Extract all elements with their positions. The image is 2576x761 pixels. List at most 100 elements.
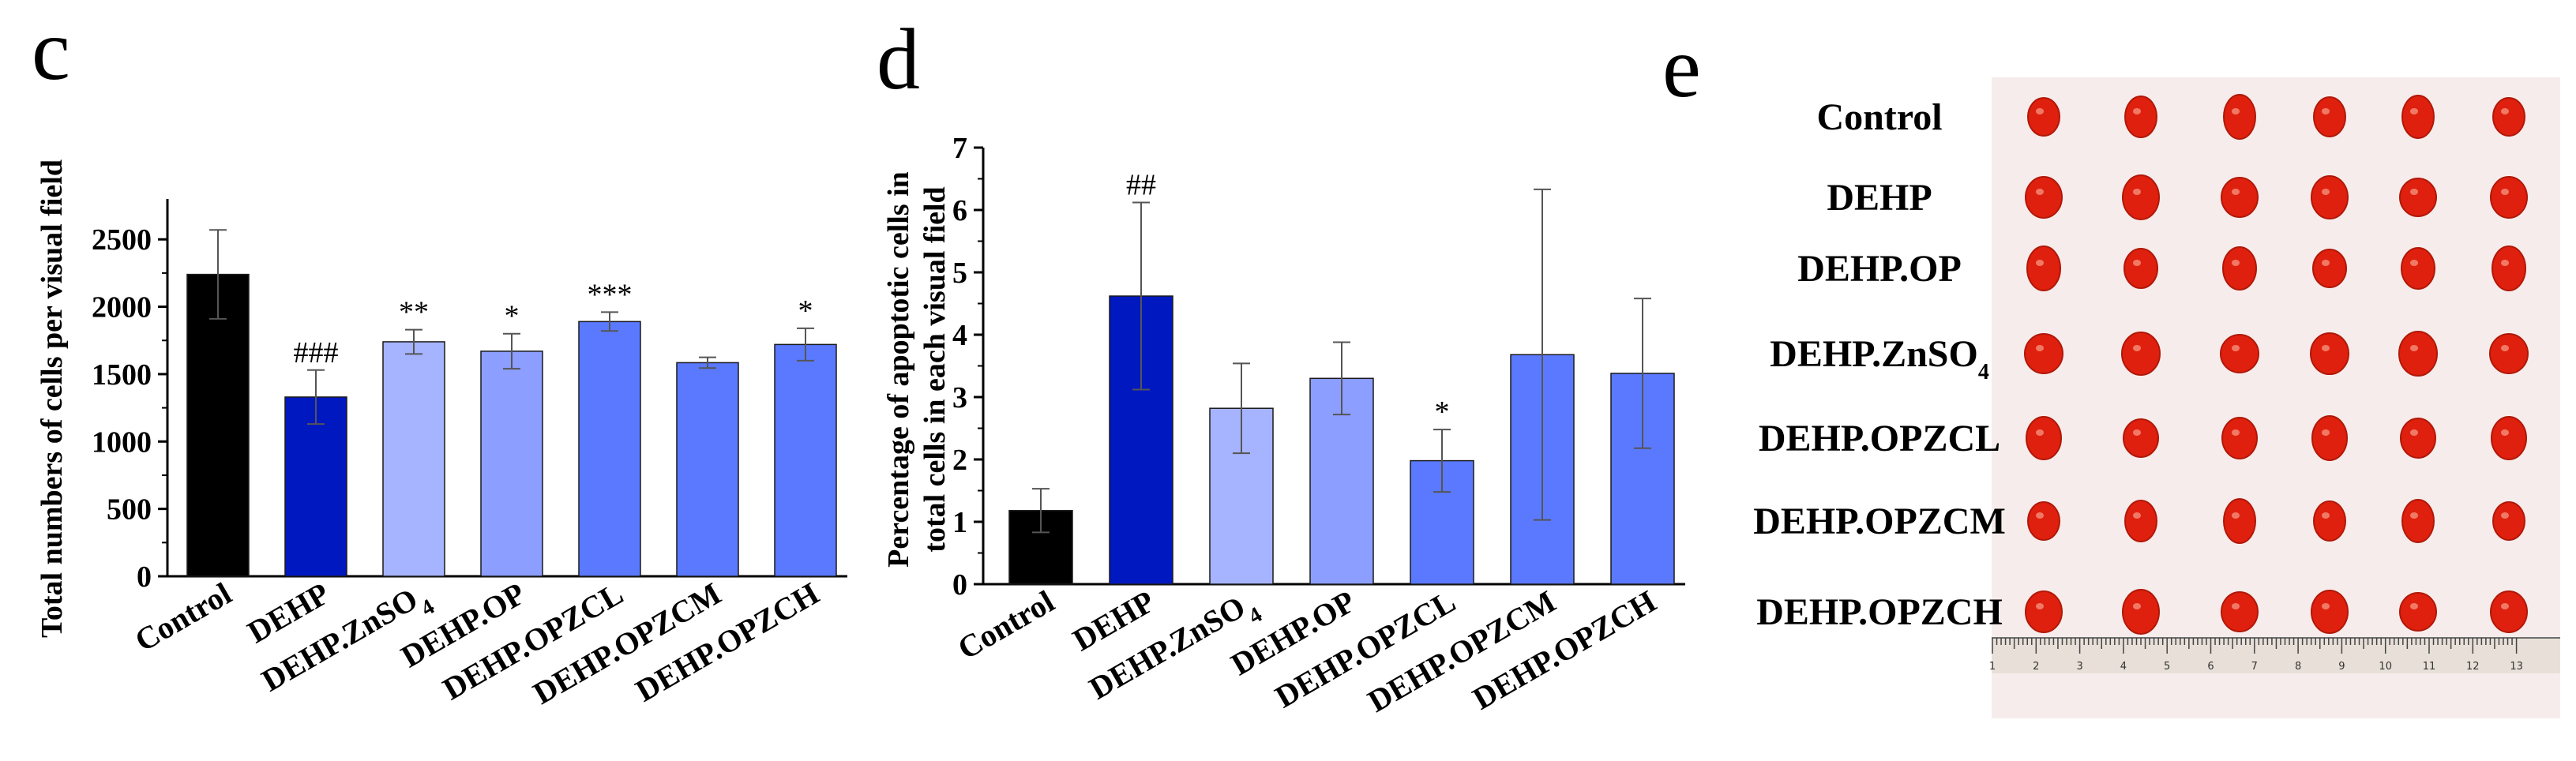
c-y-axis-label: Total numbers of cells per visual field [36,159,69,638]
organ-highlight [2036,108,2044,114]
panel-letter-d: d [877,11,920,107]
organ-sample [2490,590,2528,633]
organ-highlight [2133,603,2141,609]
c-ytick-label: 1500 [92,358,152,392]
organ-sample [2400,418,2436,459]
organ-highlight [2410,108,2418,114]
organ-sample [2490,176,2528,219]
organ-highlight [2133,512,2141,519]
organ-highlight [2410,260,2418,266]
organ-highlight [2322,260,2330,266]
c-ytick-label: 2500 [92,223,152,257]
d-significance-dehp-opzcl: * [1435,395,1450,429]
d-ytick-label: 4 [952,319,967,352]
organ-sample [2223,94,2256,140]
organ-highlight [2322,108,2330,114]
organ-highlight [2232,429,2240,436]
d-ytick-label: 2 [952,444,967,477]
chart-panel-d: 01234567Control##DEHPDEHP.ZnSO4DEHP.OP*D… [882,132,1685,719]
organ-highlight [2501,429,2509,436]
organ-sample [2124,248,2158,289]
photo-row-label-dehp-znso4: DEHP.ZnSO4 [1770,333,1989,384]
ruler-number: 12 [2466,661,2480,673]
organ-highlight [2501,603,2509,609]
photo-row-label-control: Control [1816,96,1942,138]
chart-panel-c: 05001000150020002500Control###DEHP**DEHP… [36,159,847,711]
organ-highlight [2133,429,2141,436]
ruler-number: 11 [2423,661,2436,673]
organ-sample [2026,416,2062,460]
organ-highlight [2232,512,2240,519]
organ-highlight [2501,189,2509,195]
organ-sample [2492,246,2526,291]
organ-sample [2122,589,2160,635]
ruler-number: 8 [2295,661,2301,673]
organ-sample [2398,331,2438,377]
organ-highlight [2322,512,2330,519]
d-ytick-label: 0 [952,568,967,602]
organ-highlight [2133,108,2141,114]
organ-highlight [2036,260,2044,266]
d-ytick-label: 3 [952,381,967,414]
organ-highlight [2501,260,2509,266]
c-bar-dehp-opzcl [578,321,641,577]
organ-sample [2124,500,2157,542]
organ-highlight [2133,260,2141,266]
ruler-number: 4 [2120,661,2127,673]
ruler-number: 1 [1989,661,1996,673]
ruler-number: 9 [2338,661,2345,673]
organ-sample [2399,178,2437,217]
c-bar-control [186,273,250,577]
organ-highlight [2036,512,2044,519]
c-significance-dehp: ### [294,336,339,369]
organ-sample [2492,97,2525,137]
ruler-number: 2 [2033,661,2039,673]
organ-sample [2492,501,2525,541]
organ-highlight [2036,429,2044,436]
c-ytick-label: 0 [137,560,152,594]
organ-sample [2026,246,2061,291]
photo-row-label-dehp-opzcm: DEHP.OPZCM [1753,500,2006,542]
organ-sample [2313,500,2346,542]
organ-highlight [2322,603,2330,609]
organ-highlight [2410,345,2418,351]
c-bar-dehp-znso4 [382,341,445,577]
organ-highlight [2501,108,2509,114]
organ-sample [2222,246,2257,291]
organ-sample [2311,175,2349,219]
organ-sample [2124,96,2157,138]
ruler-number: 10 [2379,661,2392,673]
organ-sample [2310,332,2349,375]
organ-sample [2401,247,2435,290]
photo-row-label-dehp-opzcl: DEHP.OPZCL [1759,418,2000,459]
organ-highlight [2410,603,2418,609]
d-significance-dehp: ## [1126,169,1156,202]
organ-highlight [2410,429,2418,436]
organ-sample [2401,95,2435,139]
c-significance-dehp-op: * [505,300,520,333]
organ-sample [2312,249,2347,288]
organ-highlight [2036,345,2044,351]
organ-sample [2311,415,2348,461]
d-ytick-label: 5 [952,257,967,290]
organ-highlight [2501,512,2509,519]
organ-highlight [2322,189,2330,195]
organ-sample [2027,97,2060,137]
ruler-number: 5 [2164,661,2170,673]
organ-photo-background [1992,77,2560,718]
organ-sample [2027,501,2060,541]
organ-sample [2220,334,2259,373]
d-y-axis-label-line1: Percentage of apoptotic cells in [882,171,915,568]
organ-highlight [2036,603,2044,609]
photo-row-label-dehp-op: DEHP.OP [1797,248,1962,290]
organ-sample [2491,416,2527,460]
organ-sample [2401,499,2435,543]
organ-highlight [2410,189,2418,195]
panel-letter-e: e [1662,19,1701,115]
organ-highlight [2232,603,2240,609]
organ-highlight [2232,108,2240,114]
organ-highlight [2232,189,2240,195]
organ-sample [2221,591,2259,632]
organ-highlight [2036,189,2044,195]
organ-sample [2221,177,2259,218]
